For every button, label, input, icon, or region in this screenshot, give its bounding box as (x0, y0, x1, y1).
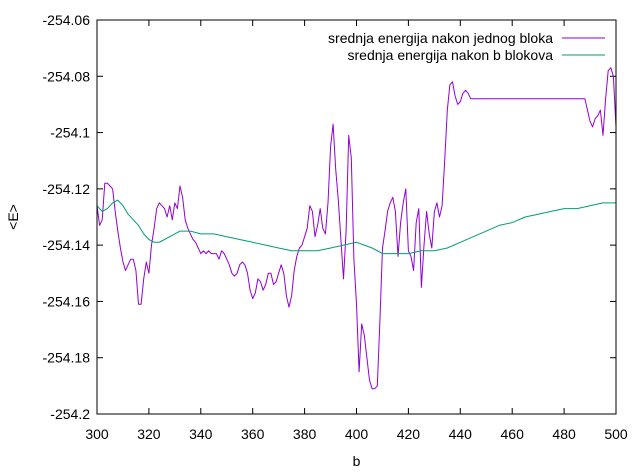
y-tick-label: -254.2 (50, 406, 90, 422)
y-tick-labels: -254.06 -254.08 -254.1 -254.12 -254.14 -254.1… (43, 12, 91, 422)
x-axis-label: b (353, 453, 361, 469)
x-tick-label: 400 (345, 426, 369, 442)
y-tick-label: -254.14 (43, 237, 91, 253)
y-tick-label: -254.08 (43, 68, 91, 84)
legend: srednja energija nakon jednog blokasredn… (328, 30, 605, 63)
legend-label-1: srednja energija nakon jednog bloka (328, 30, 553, 46)
x-tick-label: 500 (604, 426, 628, 442)
series-line-1 (96, 67, 617, 390)
y-tick-label: -254.18 (43, 350, 91, 366)
x-tick-label: 440 (449, 426, 473, 442)
x-tick-label: 460 (501, 426, 525, 442)
y-axis-label: <E> (5, 204, 21, 230)
series-layer (96, 67, 617, 390)
x-tick-label: 360 (241, 426, 265, 442)
y-tick-label: -254.16 (43, 293, 91, 309)
x-tick-label: 380 (293, 426, 317, 442)
x-tick-label: 320 (137, 426, 161, 442)
axis-ticks (96, 19, 617, 415)
x-tick-label: 340 (189, 426, 213, 442)
x-tick-label: 480 (552, 426, 576, 442)
series-line-2 (96, 199, 616, 255)
y-tick-label: -254.12 (43, 181, 91, 197)
y-tick-label: -254.1 (50, 125, 90, 141)
legend-label-2: srednja energija nakon b blokova (348, 47, 554, 63)
x-tick-label: 420 (397, 426, 421, 442)
x-tick-labels: 300 320 340 360 380 400 420 440 460 480 500 (85, 426, 628, 442)
x-tick-label: 300 (85, 426, 109, 442)
plot-frame (96, 19, 617, 415)
y-tick-label: -254.06 (43, 12, 91, 28)
